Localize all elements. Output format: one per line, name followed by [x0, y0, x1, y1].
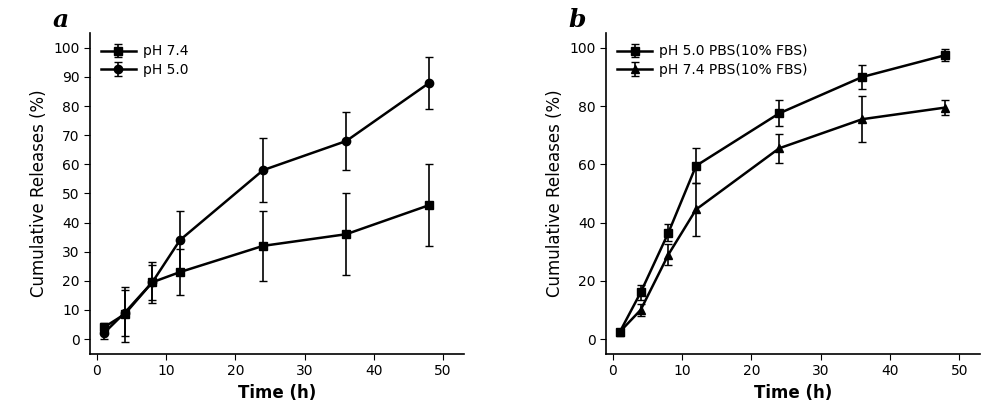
Y-axis label: Cumulative Releases (%): Cumulative Releases (%) — [30, 89, 48, 297]
Text: a: a — [53, 7, 69, 32]
Legend: pH 7.4, pH 5.0: pH 7.4, pH 5.0 — [97, 40, 192, 81]
X-axis label: Time (h): Time (h) — [238, 384, 316, 401]
X-axis label: Time (h): Time (h) — [754, 384, 832, 401]
Legend: pH 5.0 PBS(10% FBS), pH 7.4 PBS(10% FBS): pH 5.0 PBS(10% FBS), pH 7.4 PBS(10% FBS) — [613, 40, 811, 81]
Y-axis label: Cumulative Releases (%): Cumulative Releases (%) — [546, 89, 564, 297]
Text: b: b — [569, 7, 586, 32]
